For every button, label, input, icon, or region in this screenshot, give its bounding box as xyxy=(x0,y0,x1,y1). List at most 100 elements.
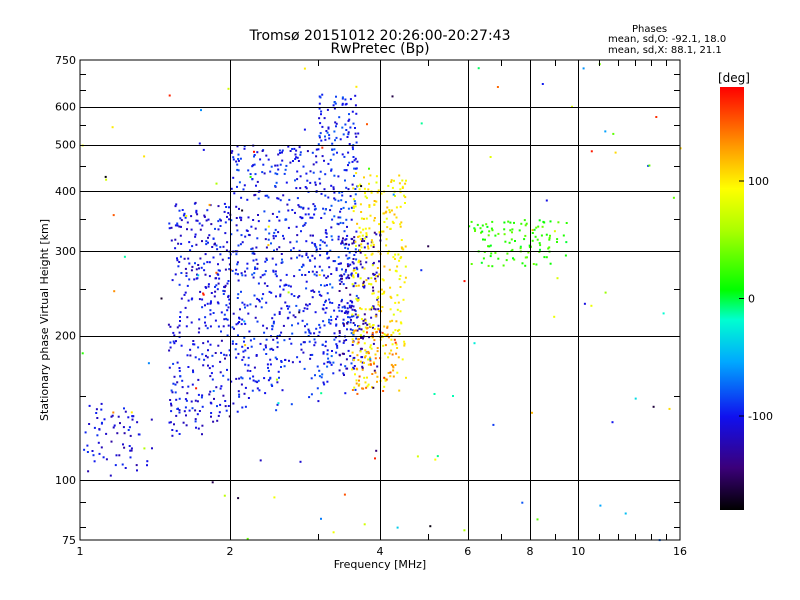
data-point xyxy=(372,292,375,295)
data-point xyxy=(205,219,208,222)
data-point xyxy=(474,230,476,232)
data-point xyxy=(342,323,345,326)
data-point xyxy=(224,405,227,408)
data-point xyxy=(252,276,255,279)
data-point xyxy=(337,199,340,202)
data-point xyxy=(328,360,331,363)
data-point xyxy=(272,348,275,351)
data-point xyxy=(345,218,348,221)
data-point xyxy=(534,235,537,238)
data-point xyxy=(332,531,335,534)
data-point xyxy=(366,242,369,245)
data-point xyxy=(390,338,393,341)
data-point xyxy=(303,341,306,344)
data-point xyxy=(289,241,292,244)
data-point xyxy=(337,235,340,238)
data-point xyxy=(361,238,364,240)
data-point xyxy=(357,341,360,344)
data-point xyxy=(356,329,359,332)
data-point xyxy=(285,164,288,167)
data-point xyxy=(240,323,243,326)
data-point xyxy=(267,238,270,241)
data-point xyxy=(215,244,218,247)
data-point xyxy=(367,383,370,386)
data-point xyxy=(318,323,321,326)
data-point xyxy=(236,261,239,264)
data-point xyxy=(123,432,126,435)
data-point xyxy=(219,360,222,363)
data-point xyxy=(103,418,106,421)
data-point xyxy=(209,309,212,312)
data-point xyxy=(250,345,253,348)
data-point xyxy=(190,215,193,218)
data-point xyxy=(497,257,500,260)
data-point xyxy=(382,292,385,295)
data-point xyxy=(355,112,358,115)
data-point xyxy=(198,142,201,145)
data-point xyxy=(357,273,360,276)
data-point xyxy=(206,209,209,212)
data-point xyxy=(352,322,355,324)
data-point xyxy=(301,319,304,322)
data-point xyxy=(565,222,568,224)
data-point xyxy=(357,298,360,301)
data-point xyxy=(347,265,349,268)
data-point xyxy=(324,311,327,314)
data-point xyxy=(111,414,114,417)
data-point xyxy=(360,246,363,249)
data-point xyxy=(394,341,397,344)
data-point xyxy=(323,241,326,244)
data-point xyxy=(342,283,345,286)
data-point xyxy=(537,225,540,228)
data-point xyxy=(254,316,257,319)
data-point xyxy=(271,324,274,327)
data-point xyxy=(130,449,133,452)
data-point xyxy=(333,215,336,218)
data-point xyxy=(363,286,366,289)
data-point xyxy=(183,257,186,260)
data-point xyxy=(288,359,290,362)
data-point xyxy=(348,113,350,116)
data-point xyxy=(264,228,267,231)
data-point xyxy=(372,361,375,364)
data-point xyxy=(488,230,491,233)
data-point xyxy=(311,270,314,273)
data-point xyxy=(345,367,348,370)
data-point xyxy=(273,313,276,316)
data-point xyxy=(377,300,380,303)
data-point xyxy=(132,415,135,418)
data-point xyxy=(254,305,257,308)
data-point xyxy=(373,200,376,202)
data-point xyxy=(252,379,255,382)
data-point xyxy=(194,420,197,423)
data-point xyxy=(323,324,326,327)
data-point xyxy=(86,444,89,447)
data-point xyxy=(347,310,350,313)
data-point xyxy=(237,334,239,337)
data-point xyxy=(293,147,296,150)
data-point xyxy=(354,202,357,205)
data-point xyxy=(338,330,341,332)
data-point xyxy=(253,366,256,369)
data-point xyxy=(333,130,336,133)
data-point xyxy=(100,402,103,405)
data-point xyxy=(160,297,163,300)
data-point xyxy=(294,158,297,160)
data-point xyxy=(402,298,405,301)
data-point xyxy=(400,221,403,224)
data-point xyxy=(351,301,354,304)
data-point xyxy=(261,171,264,174)
data-point xyxy=(299,187,302,190)
data-point xyxy=(186,228,188,231)
data-point xyxy=(352,315,355,318)
data-point xyxy=(341,298,343,301)
data-point xyxy=(280,331,283,334)
data-point xyxy=(463,280,466,283)
data-point xyxy=(378,328,381,331)
data-point xyxy=(401,185,404,188)
data-point xyxy=(225,304,228,307)
data-point xyxy=(87,470,90,473)
data-point xyxy=(375,175,378,178)
data-point xyxy=(369,358,372,361)
data-point xyxy=(334,102,337,105)
